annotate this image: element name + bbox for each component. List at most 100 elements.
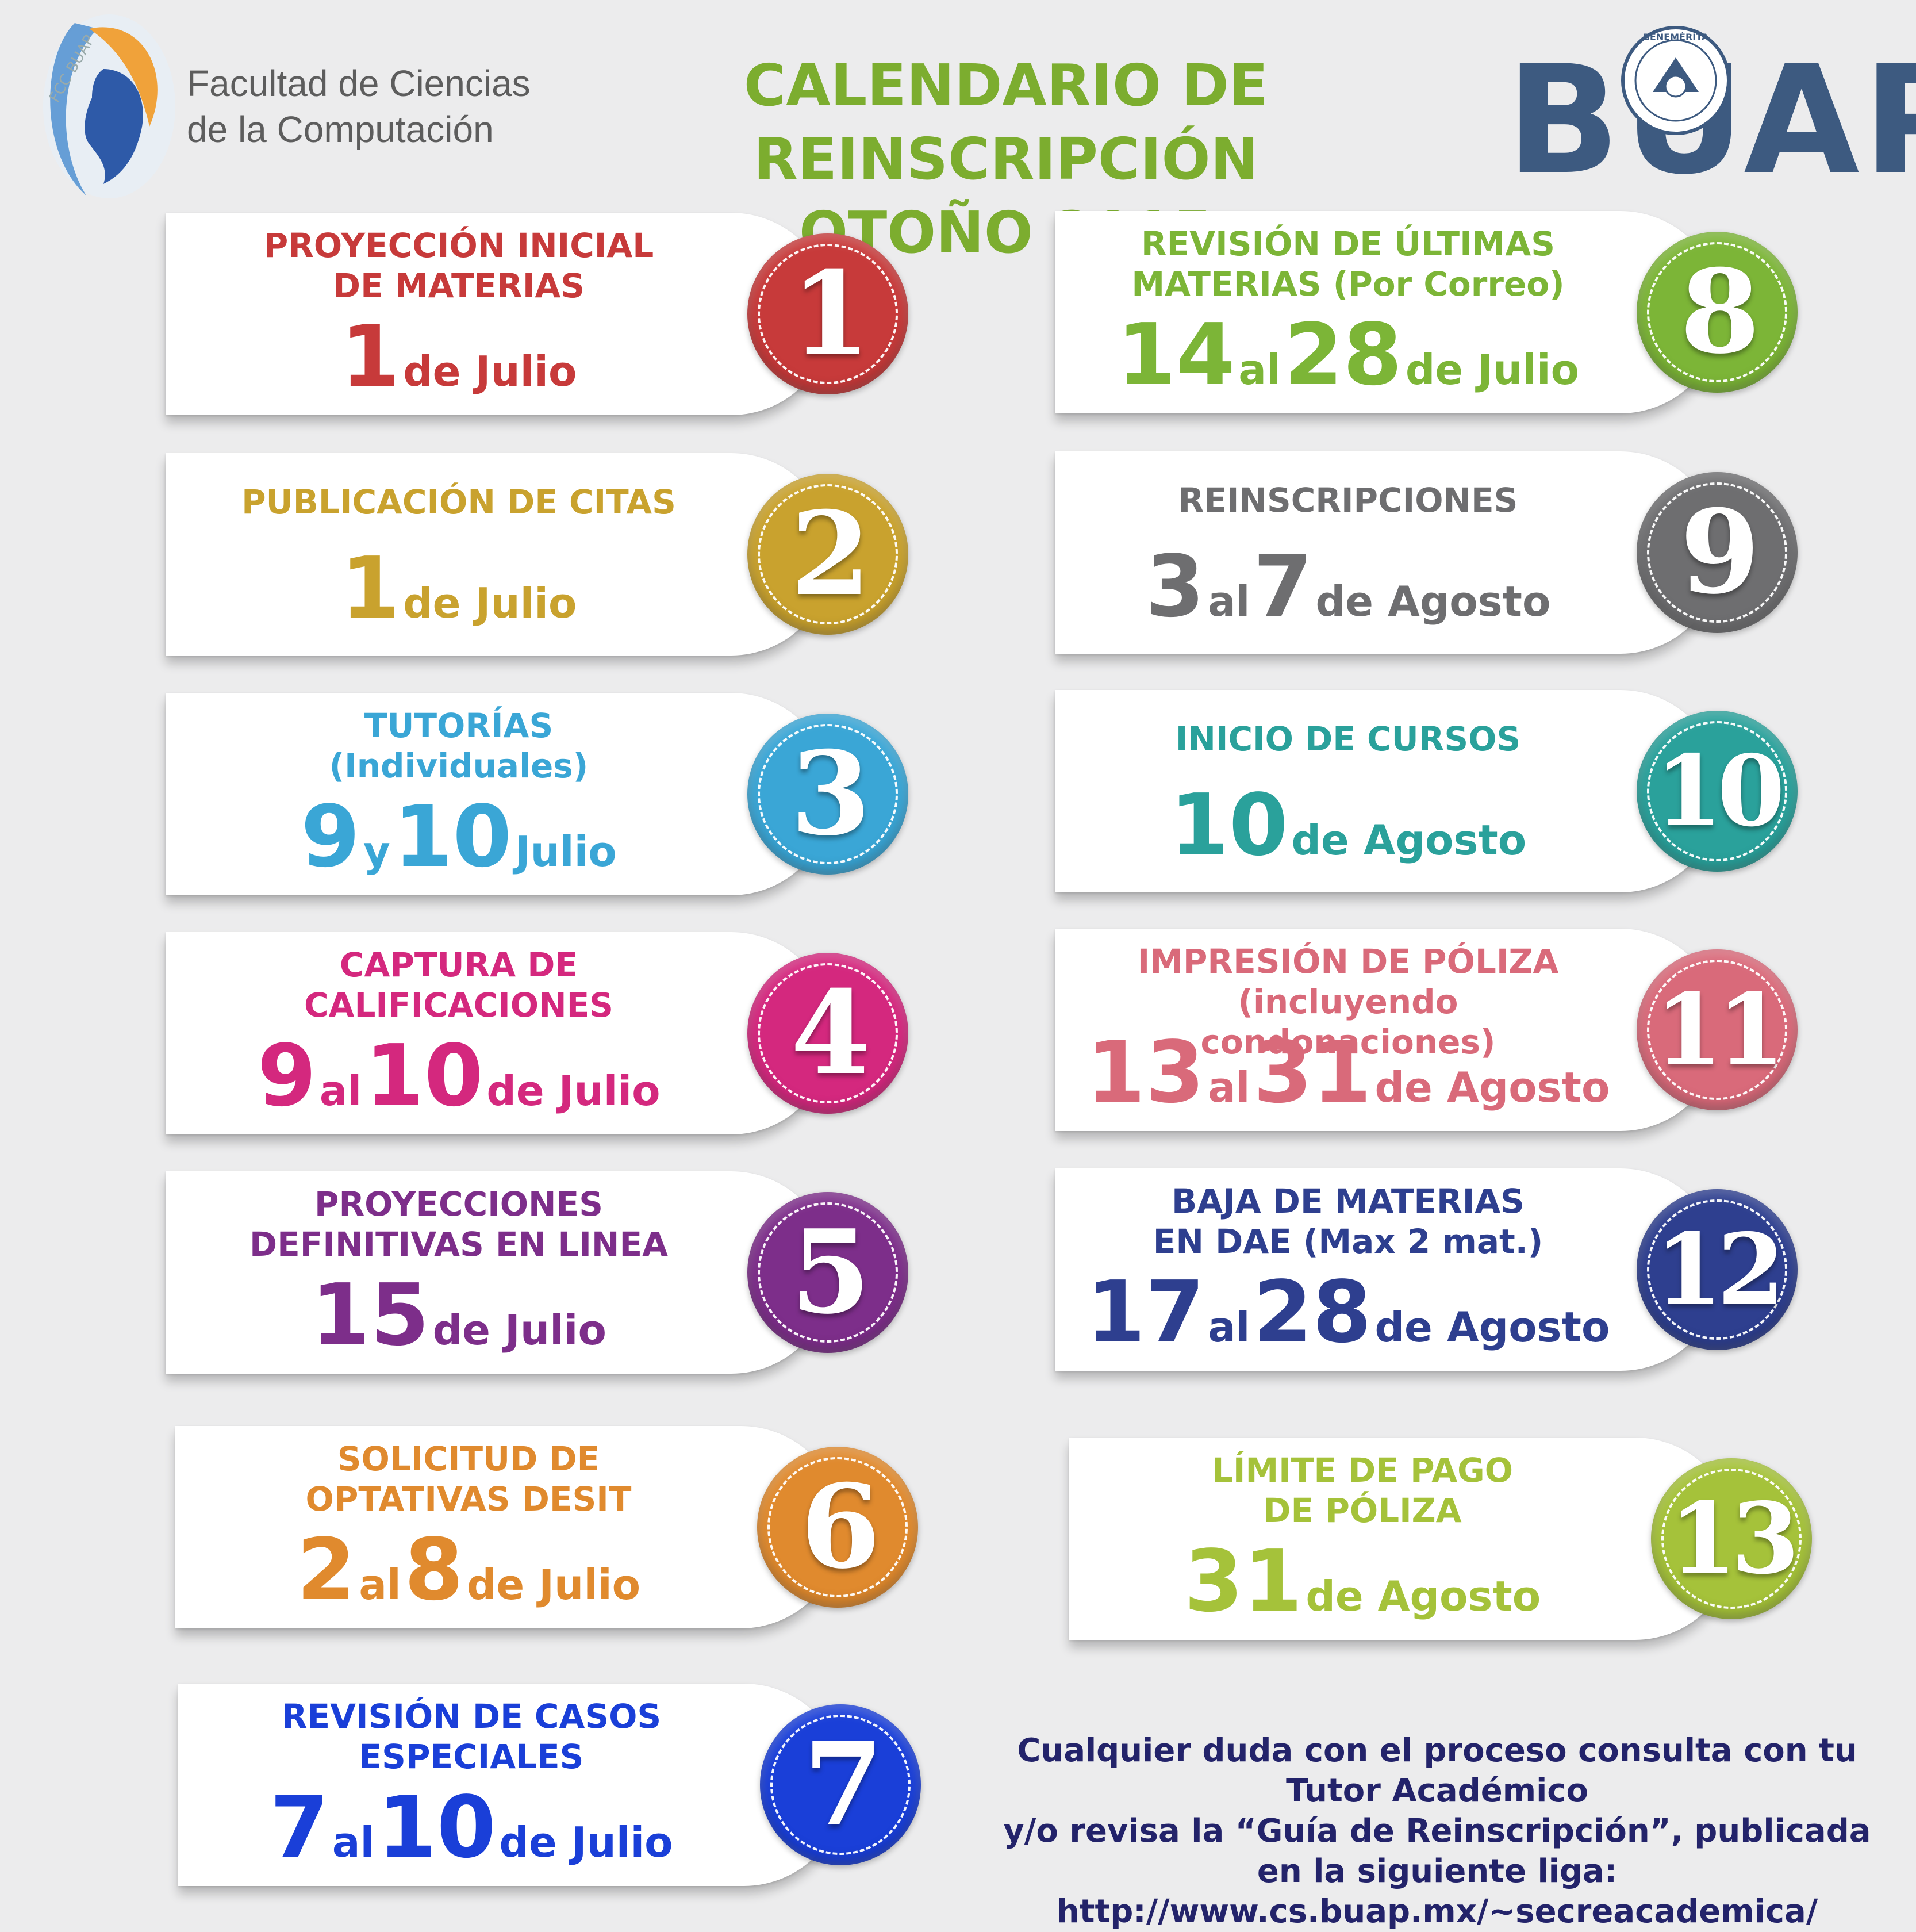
card-plate bbox=[1055, 690, 1722, 892]
step-dates: 2 al 8 de Julio bbox=[198, 1521, 739, 1645]
step-number-badge: 3 bbox=[747, 714, 908, 875]
footer-line1: Cualquier duda con el proceso consulta c… bbox=[1017, 1732, 1857, 1810]
step-label-line2: DE MATERIAS bbox=[332, 266, 585, 305]
step-label: REVISIÓN DE ÚLTIMAS MATERIAS (Por Correo) bbox=[1089, 224, 1607, 304]
badge-dashed-ring bbox=[1647, 482, 1787, 623]
step-number: 13 bbox=[1669, 1481, 1800, 1596]
date-month: de Julio bbox=[499, 1818, 673, 1866]
step-number: 5 bbox=[790, 1205, 870, 1340]
card-plate bbox=[175, 1426, 842, 1628]
date-connector: al bbox=[1208, 1063, 1250, 1111]
date-start: 1 bbox=[340, 539, 400, 638]
step-number-badge: 4 bbox=[747, 953, 908, 1114]
card-plate bbox=[1055, 1168, 1722, 1371]
step-label: PUBLICACIÓN DE CITAS bbox=[200, 482, 717, 522]
date-connector: al bbox=[1238, 346, 1281, 394]
step-label-line2: OPTATIVAS DESIT bbox=[305, 1479, 632, 1519]
step-label-line2: ESPECIALES bbox=[359, 1737, 584, 1776]
step-number-badge: 7 bbox=[760, 1704, 921, 1865]
step-label-line1: REVISIÓN DE ÚLTIMAS bbox=[1141, 224, 1556, 263]
date-connector: y bbox=[363, 827, 390, 876]
step-number: 9 bbox=[1680, 485, 1760, 620]
step-label-line2: (incluyendo condonaciones) bbox=[1200, 982, 1496, 1061]
step-number: 6 bbox=[800, 1459, 880, 1594]
step-dates: 1 de Julio bbox=[189, 539, 729, 664]
date-start: 7 bbox=[270, 1778, 329, 1877]
date-connector: de Julio bbox=[432, 1306, 606, 1354]
footer-link[interactable]: http://www.cs.buap.mx/~secreacademica/ bbox=[1056, 1893, 1818, 1930]
date-connector: al bbox=[319, 1067, 362, 1115]
step-dates: 3 al 7 de Agosto bbox=[1078, 538, 1618, 662]
date-connector: al bbox=[1208, 577, 1250, 626]
date-end: 10 bbox=[364, 1026, 483, 1125]
step-label-line2: (Individuales) bbox=[329, 746, 589, 785]
card-plate bbox=[1055, 211, 1722, 413]
step-label-line1: LÍMITE DE PAGO bbox=[1211, 1451, 1514, 1490]
date-month: de Julio bbox=[1405, 346, 1580, 394]
card-plate bbox=[1069, 1438, 1736, 1640]
badge-dashed-ring bbox=[1661, 1469, 1802, 1609]
step-label: SOLICITUD DE OPTATIVAS DESIT bbox=[210, 1439, 727, 1519]
badge-dashed-ring bbox=[758, 1202, 898, 1343]
card-plate bbox=[1055, 929, 1722, 1131]
date-connector: de Julio bbox=[403, 347, 577, 396]
step-label: PROYECCIONES DEFINITIVAS EN LINEA bbox=[200, 1184, 717, 1264]
date-start: 1 bbox=[340, 307, 400, 406]
date-start: 31 bbox=[1184, 1532, 1303, 1631]
faculty-name: Facultad de Ciencias de la Computación bbox=[187, 60, 531, 152]
step-label: BAJA DE MATERIAS EN DAE (Max 2 mat.) bbox=[1089, 1181, 1607, 1262]
date-connector: al bbox=[332, 1818, 375, 1866]
date-start: 9 bbox=[257, 1026, 317, 1125]
card-plate bbox=[166, 213, 832, 415]
date-end: 28 bbox=[1284, 305, 1403, 404]
footer-note: Cualquier duda con el proceso consulta c… bbox=[1000, 1731, 1874, 1932]
date-month: Julio bbox=[514, 827, 617, 876]
date-end: 28 bbox=[1253, 1263, 1372, 1362]
step-dates: 9 al 10 de Julio bbox=[189, 1027, 729, 1151]
date-start: 14 bbox=[1116, 305, 1235, 404]
footer-line2: y/o revisa la “Guía de Reinscripción”, p… bbox=[1003, 1812, 1871, 1890]
step-number: 11 bbox=[1654, 972, 1786, 1087]
step-number: 10 bbox=[1654, 734, 1786, 849]
step-dates: 9 y 10 Julio bbox=[189, 788, 729, 912]
date-end: 10 bbox=[393, 787, 512, 886]
step-label: REINSCRIPCIONES bbox=[1089, 480, 1607, 520]
date-connector: de Julio bbox=[403, 579, 577, 627]
step-number: 7 bbox=[803, 1717, 883, 1852]
step-number-badge: 10 bbox=[1637, 711, 1798, 872]
step-label-line1: INICIO DE CURSOS bbox=[1175, 719, 1521, 758]
step-label: INICIO DE CURSOS bbox=[1089, 719, 1607, 759]
step-number: 8 bbox=[1680, 244, 1760, 379]
step-number: 1 bbox=[790, 246, 870, 381]
date-connector: al bbox=[1208, 1303, 1250, 1351]
step-dates: 31 de Agosto bbox=[1092, 1532, 1633, 1657]
step-number: 3 bbox=[790, 726, 870, 861]
step-number: 4 bbox=[790, 965, 870, 1101]
step-dates: 13 al 31 de Agosto bbox=[1078, 1023, 1618, 1148]
step-label-line2: CALIFICACIONES bbox=[304, 986, 614, 1025]
step-label-line2: EN DAE (Max 2 mat.) bbox=[1153, 1222, 1543, 1261]
step-label-line1: TUTORÍAS bbox=[364, 706, 554, 745]
date-month: de Agosto bbox=[1374, 1303, 1610, 1351]
badge-dashed-ring bbox=[758, 484, 898, 624]
step-label: CAPTURA DE CALIFICACIONES bbox=[200, 945, 717, 1025]
step-dates: 1 de Julio bbox=[189, 308, 729, 432]
step-number-badge: 8 bbox=[1637, 232, 1798, 393]
badge-dashed-ring bbox=[758, 724, 898, 864]
card-plate bbox=[166, 693, 832, 895]
faculty-name-line2: de la Computación bbox=[187, 109, 494, 150]
date-end: 10 bbox=[377, 1778, 496, 1877]
step-number: 12 bbox=[1654, 1212, 1786, 1327]
date-connector: de Agosto bbox=[1306, 1572, 1541, 1620]
step-dates: 7 al 10 de Julio bbox=[201, 1778, 742, 1903]
date-connector: al bbox=[359, 1561, 401, 1609]
date-end: 31 bbox=[1253, 1023, 1372, 1122]
card-plate bbox=[1055, 451, 1722, 654]
step-label-line1: PROYECCIONES bbox=[314, 1184, 603, 1224]
header: FCC BUAP Facultad de Ciencias de la Comp… bbox=[0, 0, 1916, 266]
badge-dashed-ring bbox=[767, 1457, 908, 1597]
date-start: 13 bbox=[1086, 1023, 1205, 1122]
step-label-line1: REVISIÓN DE CASOS bbox=[281, 1697, 662, 1736]
step-number-badge: 9 bbox=[1637, 472, 1798, 633]
date-month: de Agosto bbox=[1315, 577, 1551, 626]
